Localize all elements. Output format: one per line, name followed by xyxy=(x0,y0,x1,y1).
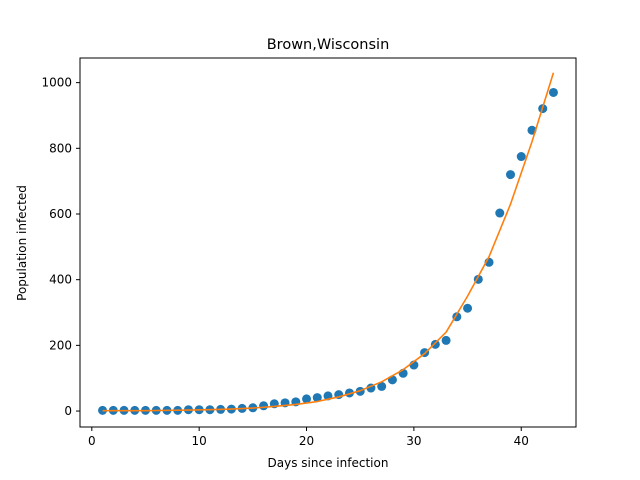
x-tick-label: 10 xyxy=(192,434,207,448)
data-point xyxy=(312,393,322,403)
x-tick-label: 20 xyxy=(299,434,314,448)
y-tick-label: 0 xyxy=(64,404,72,418)
x-tick-label: 40 xyxy=(514,434,529,448)
y-tick-label: 1000 xyxy=(41,76,72,90)
data-point xyxy=(259,401,269,411)
axes-frame xyxy=(79,57,577,428)
data-point xyxy=(506,170,516,180)
data-point xyxy=(495,208,505,218)
data-point xyxy=(377,381,387,391)
data-point xyxy=(302,394,312,404)
y-tick-label: 200 xyxy=(49,338,72,352)
x-axis-label: Days since infection xyxy=(268,456,389,470)
data-point xyxy=(548,87,558,97)
chart-title: Brown,Wisconsin xyxy=(267,37,390,53)
data-point xyxy=(430,339,440,349)
data-point xyxy=(516,152,526,162)
y-axis-label: Population infected xyxy=(15,185,29,301)
y-tick-label: 800 xyxy=(49,141,72,155)
x-tick-label: 30 xyxy=(406,434,421,448)
y-tick-label: 400 xyxy=(49,273,72,287)
x-tick-label: 0 xyxy=(88,434,96,448)
y-tick-label: 600 xyxy=(49,207,72,221)
fit-curve-line xyxy=(102,72,555,412)
plot-area xyxy=(98,72,558,415)
data-point xyxy=(441,335,451,345)
data-point xyxy=(463,303,473,313)
